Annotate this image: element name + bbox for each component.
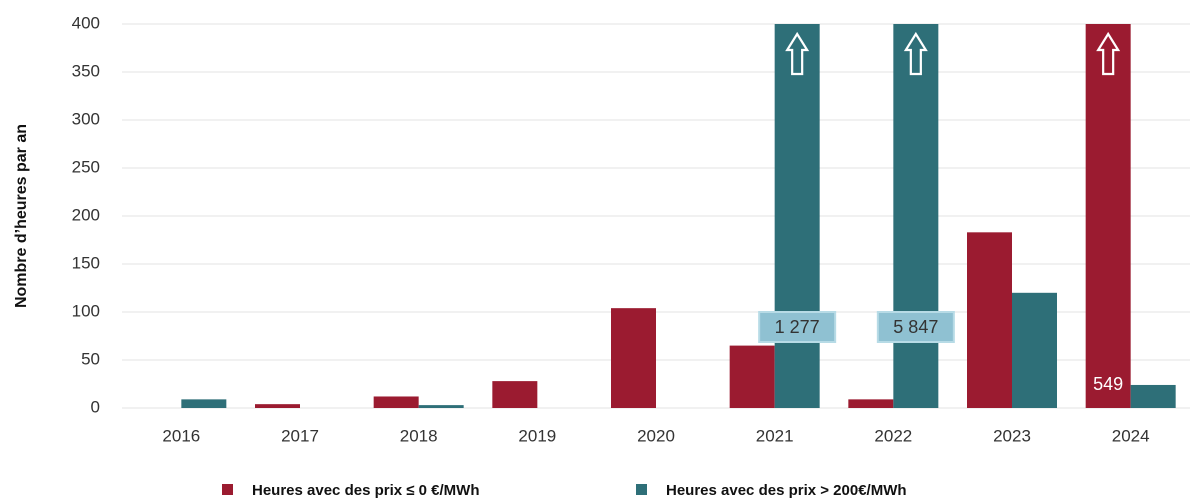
y-tick-label: 100 — [72, 301, 100, 320]
data-label: 549 — [1093, 374, 1123, 394]
y-tick-label: 300 — [72, 109, 100, 128]
legend-swatch — [222, 484, 233, 495]
legend-label: Heures avec des prix ≤ 0 €/MWh — [252, 482, 480, 499]
bar — [848, 399, 894, 408]
bar — [373, 396, 419, 408]
y-tick-label: 400 — [72, 13, 100, 32]
bar — [255, 404, 300, 408]
bar — [774, 24, 820, 408]
bar — [1012, 292, 1057, 408]
bar — [611, 308, 656, 408]
x-tick-label: 2019 — [518, 426, 556, 445]
bar — [893, 24, 939, 408]
x-tick-label: 2021 — [756, 426, 794, 445]
y-tick-label: 250 — [72, 157, 100, 176]
x-tick-label: 2023 — [993, 426, 1031, 445]
bar — [1085, 24, 1131, 408]
x-tick-label: 2022 — [874, 426, 912, 445]
x-tick-label: 2018 — [400, 426, 438, 445]
bar — [1130, 384, 1176, 408]
y-tick-label: 350 — [72, 61, 100, 80]
overflow-arrow — [785, 31, 810, 76]
x-tick-label: 2024 — [1112, 426, 1150, 445]
data-label-box — [876, 311, 955, 343]
y-tick-label: 50 — [81, 349, 100, 368]
bar — [181, 399, 227, 408]
bar — [418, 405, 464, 408]
legend-swatch — [636, 484, 647, 495]
x-tick-label: 2017 — [281, 426, 319, 445]
bar — [729, 345, 775, 408]
y-tick-label: 150 — [72, 253, 100, 272]
x-tick-label: 2016 — [162, 426, 200, 445]
y-axis-label: Nombre d’heures par an — [13, 124, 30, 308]
legend-label: Heures avec des prix > 200€/MWh — [666, 482, 907, 499]
x-tick-label: 2020 — [637, 426, 675, 445]
y-tick-label: 200 — [72, 205, 100, 224]
overflow-arrow — [903, 31, 928, 76]
bar — [492, 381, 538, 408]
bar — [967, 232, 1012, 408]
overflow-arrow — [1096, 31, 1121, 76]
data-label-box — [758, 311, 837, 343]
data-label: 1 277 — [775, 317, 820, 337]
data-label: 5 847 — [893, 317, 938, 337]
y-tick-label: 0 — [91, 397, 100, 416]
